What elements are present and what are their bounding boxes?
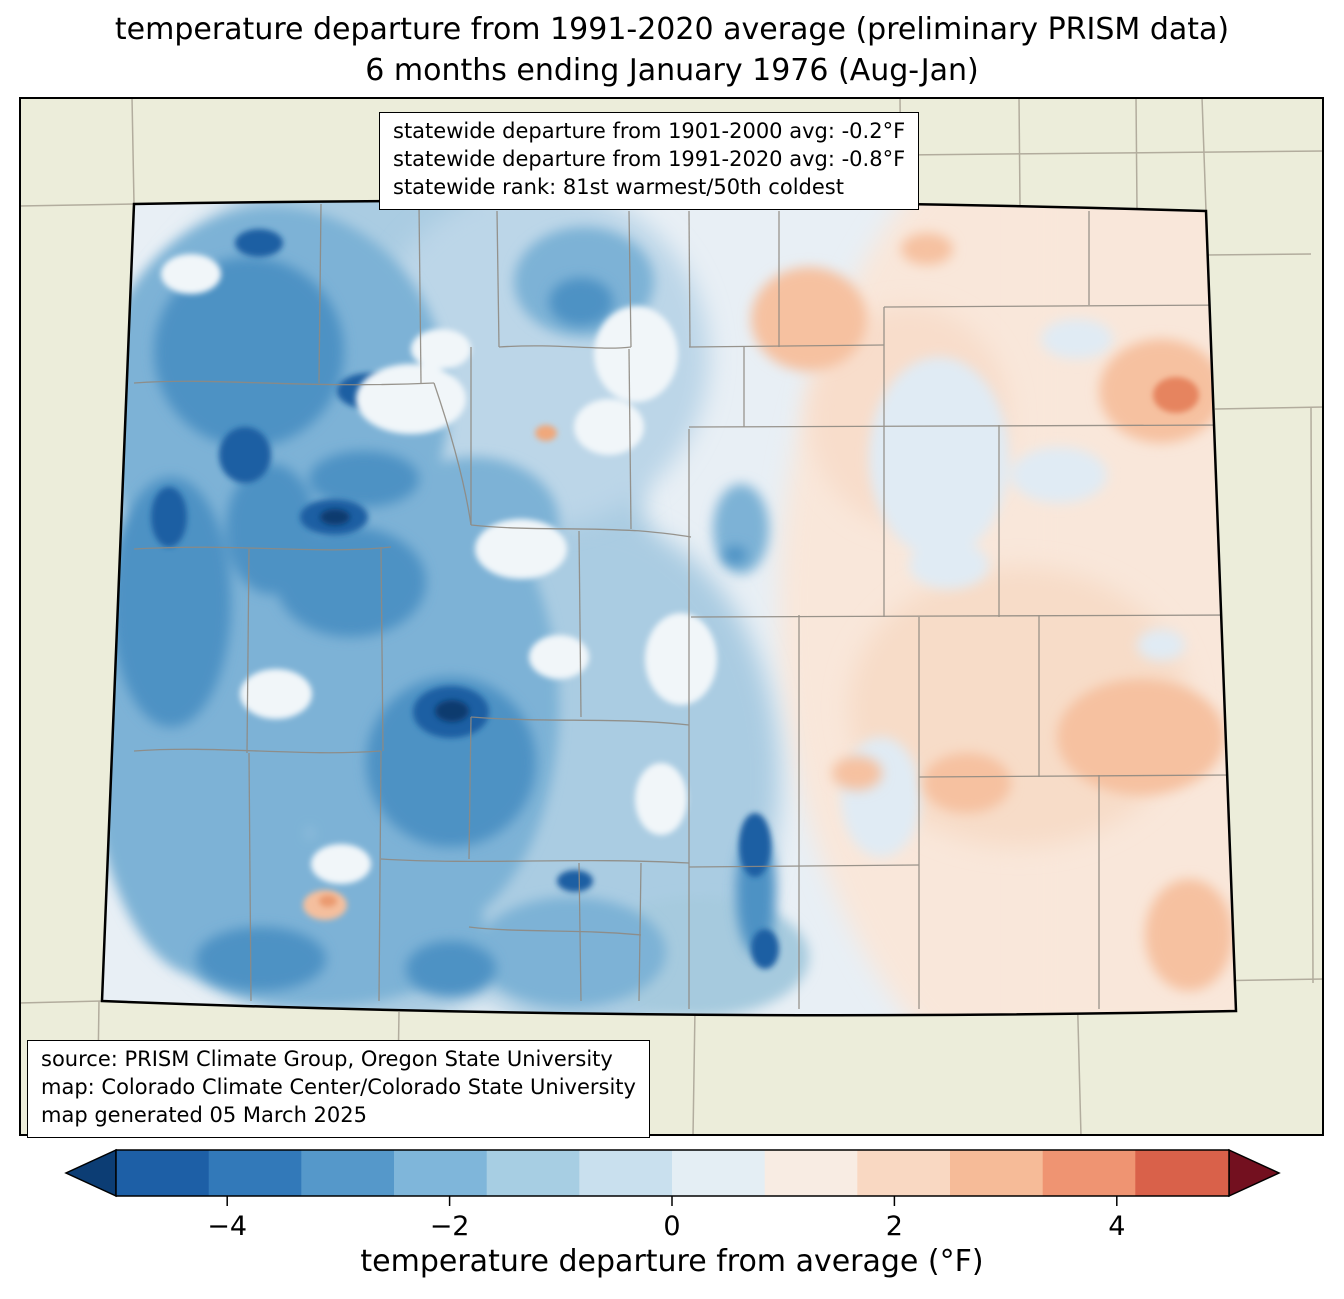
title-line-2: 6 months ending January 1976 (Aug-Jan)	[365, 52, 979, 88]
source-line-2: map: Colorado Climate Center/Colorado St…	[41, 1074, 636, 1099]
colorado-map	[19, 97, 1324, 1136]
temperature-field	[102, 200, 1236, 1016]
colorbar-axis-label: temperature departure from average (°F)	[360, 1244, 984, 1279]
source-attribution-box: source: PRISM Climate Group, Oregon Stat…	[27, 1040, 650, 1138]
source-line-1: source: PRISM Climate Group, Oregon Stat…	[41, 1047, 613, 1071]
colorbar-segments	[116, 1150, 1230, 1196]
tick-label-neg4: −4	[207, 1211, 247, 1242]
title-line-1: temperature departure from 1991-2020 ave…	[114, 12, 1230, 47]
tick-label-0: 0	[663, 1211, 680, 1242]
tick-label-4: 4	[1108, 1211, 1125, 1242]
source-line-3: map generated 05 March 2025	[41, 1102, 368, 1127]
map-frame	[19, 97, 1324, 1136]
stats-line-3: statewide rank: 81st warmest/50th coldes…	[393, 174, 844, 199]
colorbar-ticks	[226, 1196, 1118, 1206]
tick-label-neg2: −2	[430, 1211, 470, 1242]
tick-label-2: 2	[886, 1211, 903, 1242]
statewide-stats-box: statewide departure from 1901-2000 avg: …	[379, 112, 920, 210]
stats-line-1: statewide departure from 1901-2000 avg: …	[393, 119, 906, 143]
colorbar-left-arrow	[64, 1148, 117, 1198]
colorbar-right-arrow	[1228, 1148, 1281, 1198]
colorbar: −4 −2 0 2 4	[64, 1148, 1281, 1242]
stats-line-2: statewide departure from 1991-2020 avg: …	[393, 146, 906, 171]
county-boundaries	[133, 203, 1236, 1009]
figure-title: temperature departure from 1991-2020 ave…	[0, 10, 1344, 91]
